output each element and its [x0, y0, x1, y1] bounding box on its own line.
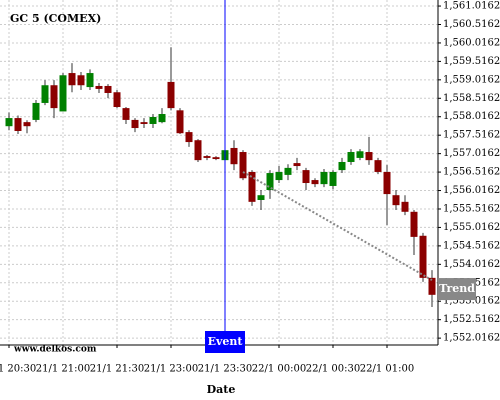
- x-tick-label: 21/1 23:30: [198, 364, 252, 375]
- candle-body: [131, 119, 139, 129]
- trend-line: [242, 171, 433, 281]
- candle-body: [32, 102, 40, 120]
- trend-label: Trend: [439, 282, 475, 295]
- candle-body: [68, 73, 76, 86]
- y-tick-label: 1,558.0162: [443, 111, 500, 122]
- candle-body: [113, 92, 121, 108]
- y-tick-label: 1,559.0162: [443, 74, 500, 85]
- candle-body: [23, 122, 31, 127]
- candle-body: [158, 114, 166, 123]
- y-tick-label: 1,556.5162: [443, 167, 500, 178]
- candle-body: [194, 140, 202, 161]
- candle-body: [293, 163, 301, 167]
- candle-body: [356, 151, 364, 158]
- x-tick-label: 21/1 23:00: [144, 364, 198, 375]
- event-label-box: [205, 331, 245, 353]
- x-tick-label: 21/1 20:30: [0, 364, 36, 375]
- candle-body: [149, 116, 157, 124]
- watermark: www.delkos.com: [13, 345, 97, 355]
- trend-label-box: [438, 278, 476, 301]
- y-tick-label: 1,552.0162: [443, 333, 500, 344]
- y-tick-label: 1,560.5162: [443, 19, 500, 30]
- candle-body: [383, 171, 391, 195]
- y-tick-label: 1,555.0162: [443, 222, 500, 233]
- candle-body: [320, 171, 328, 185]
- y-tick-label: 1,558.5162: [443, 93, 500, 104]
- x-tick-label: 21/1 21:30: [90, 364, 144, 375]
- candle-body: [419, 235, 427, 278]
- candle-body: [86, 73, 94, 88]
- candle-body: [338, 161, 346, 171]
- y-tick-label: 1,554.5162: [443, 240, 500, 251]
- y-tick-label: 1,552.5162: [443, 314, 500, 325]
- candle-body: [95, 85, 103, 89]
- candle-body: [230, 147, 238, 165]
- candle-body: [329, 171, 337, 186]
- candle-body: [104, 85, 112, 93]
- candle-body: [365, 152, 373, 161]
- chart-title: GC 5 (COMEX): [10, 12, 101, 25]
- candle-body: [212, 157, 220, 160]
- candle-body: [266, 173, 274, 191]
- candle-body: [167, 81, 175, 109]
- candle-body: [41, 85, 49, 103]
- candle-body: [248, 171, 256, 202]
- candle-body: [257, 195, 265, 200]
- y-tick-label: 1,557.5162: [443, 130, 500, 141]
- candle-body: [374, 160, 382, 172]
- candle-body: [140, 122, 148, 124]
- event-label: Event: [208, 335, 244, 348]
- y-tick-label: 1,553.0162: [443, 296, 500, 307]
- candle-body: [302, 170, 310, 184]
- x-tick-label: 22/1 00:00: [252, 364, 306, 375]
- candle-body: [392, 195, 400, 206]
- x-tick-label: 21/1 21:00: [36, 364, 90, 375]
- candle-body: [410, 211, 418, 237]
- candle-body: [77, 75, 85, 86]
- y-tick-label: 1,555.5162: [443, 203, 500, 214]
- candle-body: [284, 167, 292, 175]
- y-tick-label: 1,557.0162: [443, 148, 500, 159]
- y-tick-label: 1,554.0162: [443, 259, 500, 270]
- candle-body: [275, 171, 283, 181]
- candle-body: [176, 110, 184, 134]
- y-tick-label: 1,560.0162: [443, 37, 500, 48]
- candle-body: [428, 277, 436, 295]
- y-tick-label: 1,559.5162: [443, 56, 500, 67]
- candle-body: [203, 156, 211, 158]
- candle-body: [401, 201, 409, 212]
- x-tick-label: 22/1 00:30: [306, 364, 360, 375]
- y-tick-label: 1,556.0162: [443, 185, 500, 196]
- y-tick-label: 1,561.0162: [443, 1, 500, 12]
- candle-body: [50, 85, 58, 109]
- candle-body: [122, 108, 130, 120]
- x-tick-label: 22/1 01:00: [360, 364, 414, 375]
- candle-body: [5, 118, 13, 127]
- candle-body: [239, 152, 247, 179]
- candle-body: [59, 75, 67, 112]
- candle-body: [14, 118, 22, 131]
- candle-body: [311, 180, 319, 185]
- candle-body: [347, 152, 355, 162]
- x-axis-label: Date: [207, 383, 236, 396]
- candle-body: [185, 132, 193, 143]
